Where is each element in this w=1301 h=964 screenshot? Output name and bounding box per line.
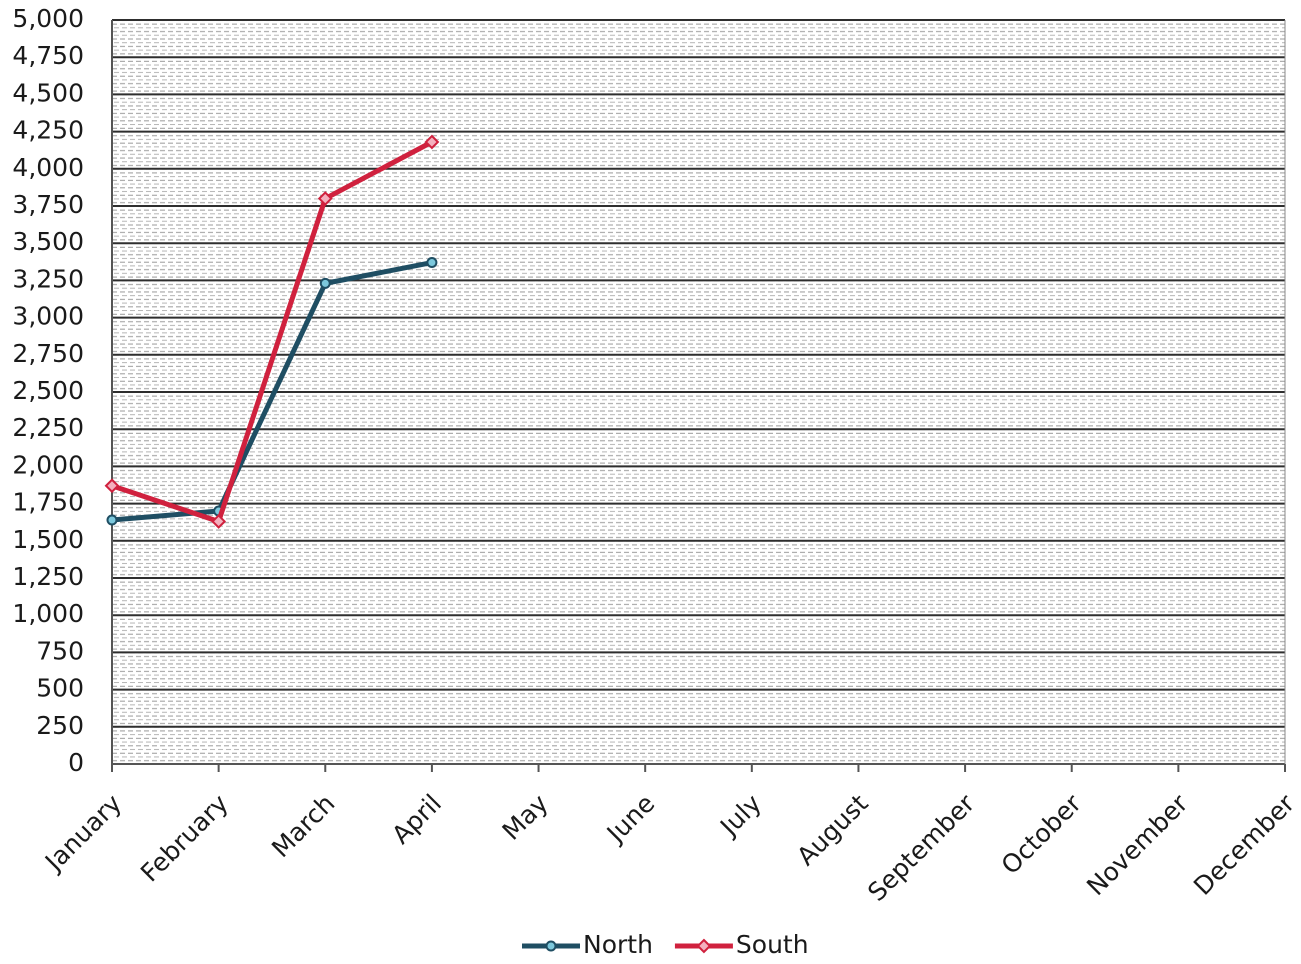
x-tick-label: March — [266, 789, 340, 863]
x-tick-label: June — [600, 789, 660, 849]
x-tick-label: February — [135, 789, 234, 888]
x-tick-label: January — [38, 789, 127, 878]
x-tick-label: December — [1188, 788, 1301, 901]
point-marker — [319, 277, 331, 289]
y-tick-label: 4,500 — [12, 78, 84, 107]
x-tick-label: October — [996, 788, 1088, 880]
y-tick-label: 1,500 — [12, 525, 84, 554]
point-marker — [104, 478, 120, 494]
x-tick-label: August — [791, 789, 874, 872]
y-tick-label: 3,000 — [12, 302, 84, 331]
x-tick-label: April — [386, 789, 447, 850]
y-tick-label: 5,000 — [12, 4, 84, 33]
y-tick-label: 750 — [36, 636, 84, 665]
point-marker — [211, 514, 227, 529]
y-tick-label: 4,250 — [12, 116, 84, 145]
point-marker — [106, 514, 118, 526]
y-tick-label: 4,750 — [12, 41, 84, 70]
point-marker — [424, 134, 440, 150]
y-tick-label: 2,250 — [12, 413, 84, 442]
x-tick-label: November — [1081, 788, 1194, 901]
legend-marker — [696, 938, 712, 954]
series-line — [111, 139, 434, 524]
y-tick-label: 250 — [36, 711, 84, 740]
legend-label: North — [583, 930, 653, 959]
point-marker — [317, 191, 333, 206]
y-tick-label: 3,750 — [12, 190, 84, 219]
y-tick-label: 500 — [36, 674, 84, 703]
y-tick-label: 3,250 — [12, 264, 84, 293]
series-line — [111, 260, 433, 523]
x-tick-label: September — [862, 788, 981, 907]
legend-marker — [545, 940, 557, 952]
y-tick-label: 1,750 — [12, 488, 84, 517]
y-tick-label: 0 — [68, 748, 84, 777]
y-tick-label: 4,000 — [12, 153, 84, 182]
point-marker — [426, 257, 438, 269]
y-tick-label: 3,500 — [12, 227, 84, 256]
x-tick-label: May — [497, 789, 554, 846]
y-tick-label: 1,000 — [12, 599, 84, 628]
y-tick-label: 2,500 — [12, 376, 84, 405]
y-tick-label: 2,750 — [12, 339, 84, 368]
y-tick-label: 2,000 — [12, 450, 84, 479]
legend-label: South — [736, 930, 809, 959]
x-tick-label: July — [713, 789, 767, 843]
y-tick-label: 1,250 — [12, 562, 84, 591]
